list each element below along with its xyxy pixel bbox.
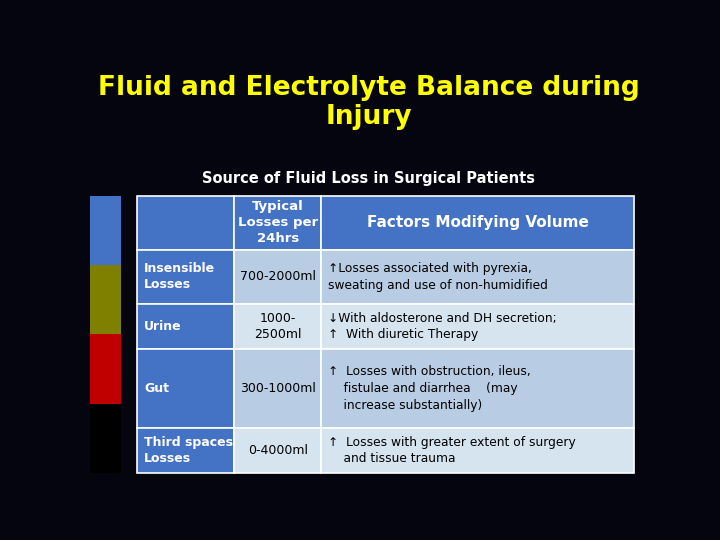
Bar [234, 304, 321, 349]
Bar [138, 304, 234, 349]
Bar [321, 428, 634, 473]
Bar [321, 349, 634, 428]
Text: Third spaces
Losses: Third spaces Losses [144, 436, 233, 465]
Bar [138, 196, 234, 250]
Bar [234, 196, 321, 250]
Text: ↓With aldosterone and DH secretion;
↑  With diuretic Therapy: ↓With aldosterone and DH secretion; ↑ Wi… [328, 312, 557, 341]
Bar [234, 349, 321, 428]
Text: Urine: Urine [144, 320, 181, 333]
Bar [90, 334, 121, 404]
Bar [234, 250, 321, 304]
Text: ↑Losses associated with pyrexia,
sweating and use of non-humidified: ↑Losses associated with pyrexia, sweatin… [328, 262, 548, 292]
Text: ↑  Losses with greater extent of surgery
    and tissue trauma: ↑ Losses with greater extent of surgery … [328, 436, 575, 465]
Text: Gut: Gut [144, 382, 169, 395]
Text: 300-1000ml: 300-1000ml [240, 382, 315, 395]
Text: 700-2000ml: 700-2000ml [240, 271, 316, 284]
Text: Fluid and Electrolyte Balance during
Injury: Fluid and Electrolyte Balance during Inj… [98, 75, 640, 130]
Text: 1000-
2500ml: 1000- 2500ml [254, 312, 302, 341]
Text: 0-4000ml: 0-4000ml [248, 444, 307, 457]
Text: Typical
Losses per
24hrs: Typical Losses per 24hrs [238, 200, 318, 245]
Bar [321, 250, 634, 304]
Bar [234, 428, 321, 473]
Text: Factors Modifying Volume: Factors Modifying Volume [366, 215, 588, 230]
Bar [90, 196, 121, 265]
Bar [321, 304, 634, 349]
Text: Insensible
Losses: Insensible Losses [144, 262, 215, 291]
Text: Source of Fluid Loss in Surgical Patients: Source of Fluid Loss in Surgical Patient… [202, 171, 536, 186]
Bar [138, 349, 234, 428]
Bar [321, 196, 634, 250]
Bar [90, 404, 121, 473]
Text: ↑  Losses with obstruction, ileus,
    fistulae and diarrhea    (may
    increas: ↑ Losses with obstruction, ileus, fistul… [328, 365, 531, 412]
Bar [138, 250, 234, 304]
Bar [138, 428, 234, 473]
Bar [90, 265, 121, 334]
